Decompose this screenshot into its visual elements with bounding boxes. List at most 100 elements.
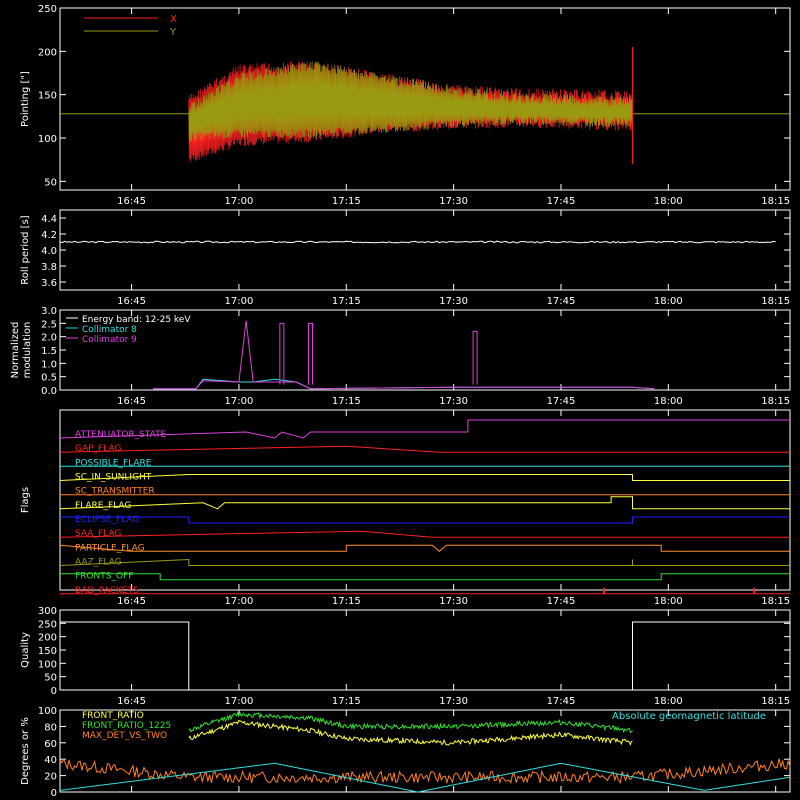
y-tick-label: 1.0 (41, 359, 57, 370)
x-tick-label: 18:15 (761, 596, 790, 607)
y-axis-label: Quality (20, 632, 31, 668)
y-tick-label: 20 (44, 772, 57, 783)
x-tick-label: 16:45 (117, 696, 146, 707)
legend-label-x: X (170, 14, 177, 25)
panel-modulation: 16:45 17:00 17:15 17:30 17:45 18:00 18:15 0.0 0.… (10, 306, 791, 407)
y-axis-label: Pointing ["] (20, 71, 31, 127)
modulation-spike (472, 330, 478, 385)
degrees-annotation: Absolute geomagnetic latitude (612, 711, 766, 722)
degrees-legend-label: FRONT_RATIO_1225 (82, 721, 171, 731)
y-tick-label: 50 (44, 673, 57, 684)
y-tick-label: 4.4 (41, 214, 57, 225)
y-tick-label: 80 (44, 722, 57, 733)
panel-flags: 16:45 17:00 17:15 17:30 17:45 18:00 18:15 Flags… (20, 409, 791, 607)
y-tick-label: 60 (44, 739, 57, 750)
degrees-legend-label: MAX_DET_VS_TWO (82, 731, 167, 741)
x-tick-label: 18:00 (654, 396, 683, 407)
modulation-spike (279, 322, 285, 385)
y-axis-label: Flags (20, 487, 31, 513)
y-tick-label: 2.0 (41, 333, 57, 344)
flag-label-particle-flag: PARTICLE_FLAG (75, 543, 145, 553)
x-tick-label: 16:45 (117, 596, 146, 607)
x-tick-label: 17:30 (439, 596, 468, 607)
x-tick-label: 17:00 (225, 696, 254, 707)
y-axis-label: modulation (22, 322, 33, 379)
flag-line-sc-in-sunlight (59, 474, 790, 481)
flag-label-saa-flag: SAA_FLAG (75, 529, 121, 539)
y-tick-label: 200 (38, 633, 57, 644)
x-tick-label: 17:00 (225, 596, 254, 607)
y-tick-label: 0.0 (41, 386, 57, 397)
x-tick-label: 17:00 (225, 296, 254, 307)
panel-pointing: 16:45 17:00 17:15 17:30 17:45 18:00 18:15 50 100… (20, 4, 791, 207)
y-tick-label: 100 (38, 706, 57, 717)
panel-frame (59, 709, 791, 793)
roll-period-line (59, 240, 776, 244)
flag-line-aaz-flag (59, 558, 790, 566)
x-tick-label: 18:00 (654, 196, 683, 207)
flag-line-flare-flag (59, 496, 790, 510)
x-tick-label: 17:45 (547, 396, 576, 407)
degrees-series-3 (59, 762, 791, 793)
x-tick-label: 17:00 (225, 196, 254, 207)
flag-label-fronts-off: FRONTS_OFF (75, 572, 133, 582)
x-tick-label: 18:00 (654, 296, 683, 307)
y-axis-label: Roll period [s] (20, 215, 31, 284)
x-tick-label: 17:45 (547, 196, 576, 207)
y-tick-label: 150 (38, 646, 57, 657)
x-tick-label: 18:15 (761, 696, 790, 707)
x-tick-label: 17:30 (439, 196, 468, 207)
degrees-series-0 (188, 719, 633, 747)
x-tick-label: 18:15 (761, 296, 790, 307)
panel-frame (59, 409, 791, 591)
x-tick-label: 16:45 (117, 396, 146, 407)
y-tick-label: 0 (51, 788, 57, 799)
x-tick-label: 17:15 (332, 696, 361, 707)
flag-label-gap-flag: GAP_FLAG (75, 444, 121, 454)
modulation-legend-label: Energy band: 12-25 keV (82, 315, 191, 325)
y-tick-label: 150 (38, 91, 57, 102)
y-tick-label: 300 (38, 606, 57, 617)
pointing-series-x (188, 61, 633, 162)
y-tick-label: 3.6 (41, 278, 57, 289)
flag-label-aaz-flag: AAZ_FLAG (75, 558, 122, 568)
modulation-series-9 (153, 320, 655, 390)
x-tick-label: 18:15 (761, 196, 790, 207)
flag-label-possible-flare: POSSIBLE_FLARE (75, 458, 152, 468)
y-tick-label: 0.5 (41, 373, 57, 384)
modulation-legend-label: Collimator 9 (82, 335, 137, 345)
modulation-spike (307, 322, 313, 385)
panel-frame (59, 209, 791, 291)
x-tick-label: 17:45 (547, 296, 576, 307)
y-tick-label: 100 (38, 134, 57, 145)
flag-line-saa-flag (59, 530, 790, 538)
flag-line-attenuator-state (59, 419, 790, 439)
y-tick-label: 100 (38, 659, 57, 670)
x-tick-label: 17:30 (439, 696, 468, 707)
x-tick-label: 17:00 (225, 396, 254, 407)
flag-line-particle-flag (59, 544, 790, 552)
x-tick-label: 18:00 (654, 596, 683, 607)
flag-line-eclipse-flag (60, 516, 790, 524)
y-tick-label: 250 (38, 619, 57, 630)
x-tick-label: 16:45 (117, 296, 146, 307)
y-tick-label: 40 (44, 755, 57, 766)
x-tick-label: 17:30 (439, 396, 468, 407)
y-axis-label: Degrees or % (20, 717, 31, 785)
quality-line (60, 621, 790, 691)
pointing-series-y (188, 61, 633, 142)
y-tick-label: 4.0 (41, 246, 57, 257)
x-tick-label: 17:15 (332, 196, 361, 207)
panel-quality: 16:45 17:00 17:15 17:30 17:45 18:00 18:15 0 50 10… (20, 606, 791, 707)
y-tick-label: 200 (38, 47, 57, 58)
x-tick-label: 18:00 (654, 696, 683, 707)
y-axis-label: Normalized (10, 322, 21, 379)
x-tick-label: 17:15 (332, 296, 361, 307)
flag-label-eclipse-flag: ECLIPSE_FLAG (75, 515, 139, 525)
flag-label-attenuator-state: ATTENUATOR_STATE (75, 430, 167, 440)
degrees-series-2 (59, 758, 791, 785)
y-tick-label: 2.5 (41, 319, 57, 330)
x-tick-label: 17:15 (332, 396, 361, 407)
x-tick-label: 17:30 (439, 296, 468, 307)
x-tick-label: 17:15 (332, 596, 361, 607)
